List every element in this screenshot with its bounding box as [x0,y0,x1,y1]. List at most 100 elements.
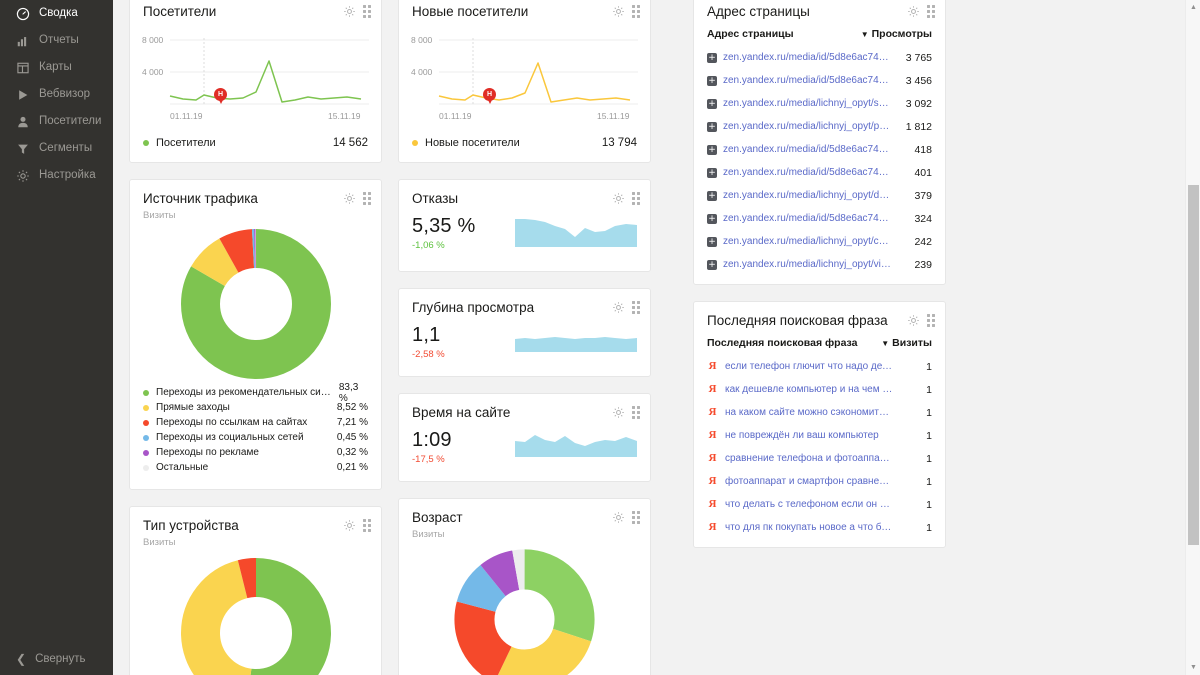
page-scrollbar[interactable]: ▲ ▼ [1185,0,1200,675]
drag-handle-icon[interactable] [927,314,935,327]
page-url[interactable]: zen.yandex.ru/media/lichnyj_opyt/sht… [723,98,891,109]
expand-icon[interactable]: + [707,52,717,63]
expand-icon[interactable]: + [707,213,717,224]
sidebar-item-posetiteli[interactable]: Посетители [0,108,113,135]
search-phrase[interactable]: фотоаппарат и смартфон сравнение [725,476,893,487]
legend-item: Переходы по ссылкам на сайтах 7,21 % [143,415,368,430]
expand-icon[interactable]: + [707,167,717,178]
drag-handle-icon[interactable] [632,406,640,419]
metric-values: 5,35 % -1,06 % [412,213,475,251]
search-phrase[interactable]: что делать с телефоном если он глю… [725,499,893,510]
widget-controls [907,4,935,18]
visitors-total: 14 562 [332,137,368,149]
chart-marker-badge[interactable]: Н [214,88,227,101]
scroll-down-icon[interactable]: ▼ [1190,664,1197,671]
drag-handle-icon[interactable] [632,5,640,18]
gear-icon[interactable] [907,5,920,18]
page-url[interactable]: zen.yandex.ru/media/lichnyj_opyt/drif… [723,190,891,201]
search-phrase[interactable]: сравнение телефона и фотоаппарат… [725,453,893,464]
sidebar-collapse-button[interactable]: ❮ Свернуть [0,653,113,665]
gear-icon[interactable] [612,5,625,18]
widget-header: Время на сайте [399,394,650,421]
widget-header: Новые посетители [399,0,650,20]
expand-icon[interactable]: + [707,98,717,109]
time-metric: 1:09 -17,5 % [399,421,650,481]
yandex-icon: Я [708,452,717,464]
legend-label: Переходы из рекомендательных систем [156,387,331,398]
drag-handle-icon[interactable] [363,192,371,205]
gear-icon[interactable] [907,314,920,327]
page-url[interactable]: zen.yandex.ru/media/id/5d8e6ac7433… [723,52,891,63]
page-url[interactable]: zen.yandex.ru/media/lichnyj_opyt/pro… [723,121,891,132]
yandex-icon: Я [708,406,717,418]
drag-handle-icon[interactable] [927,5,935,18]
expand-icon[interactable]: + [707,259,717,270]
table-header: Адрес страницы ▼ Просмотры [707,20,932,46]
expand-icon[interactable]: + [707,190,717,201]
sidebar-collapse-label: Свернуть [35,653,86,665]
drag-handle-icon[interactable] [632,511,640,524]
gear-icon[interactable] [612,406,625,419]
page-url[interactable]: zen.yandex.ru/media/id/5d8e6ac7433… [723,75,891,86]
yandex-icon: Я [708,360,717,372]
page-url[interactable]: zen.yandex.ru/media/id/5d8e6ac7433… [723,144,891,155]
sidebar-item-label: Отчеты [39,33,79,46]
gear-icon[interactable] [343,192,356,205]
column-header-name: Адрес страницы [707,28,794,40]
sidebar-item-svodka[interactable]: Сводка [0,0,113,27]
expand-icon[interactable]: + [707,236,717,247]
scrollbar-thumb[interactable] [1188,185,1199,545]
yandex-icon: Я [708,498,717,510]
legend-color-dot [412,140,418,146]
expand-icon[interactable]: + [707,144,717,155]
sidebar-item-label: Настройка [39,168,96,181]
sidebar-item-otchety[interactable]: Отчеты [0,27,113,54]
scroll-up-icon[interactable]: ▲ [1190,4,1197,11]
gear-icon[interactable] [612,301,625,314]
gear-icon[interactable] [612,192,625,205]
page-url[interactable]: zen.yandex.ru/media/lichnyj_opyt/vid… [723,259,891,270]
widget-controls [612,405,640,419]
drag-handle-icon[interactable] [632,192,640,205]
expand-icon[interactable]: + [707,121,717,132]
legend-color-dot [143,464,149,471]
search-phrase[interactable]: как дешевле компьютер и на чем сэк… [725,384,893,395]
widget-time-on-site: Время на сайте 1:09 -17,5 % [398,393,651,482]
expand-icon[interactable]: + [707,75,717,86]
table-row: + zen.yandex.ru/media/lichnyj_opyt/cp-… 24… [707,230,932,253]
gear-icon[interactable] [612,511,625,524]
gear-icon[interactable] [343,5,356,18]
widget-controls [612,300,640,314]
page-views: 418 [914,143,932,156]
drag-handle-icon[interactable] [363,5,371,18]
table-row: + zen.yandex.ru/media/lichnyj_opyt/vid… 23… [707,253,932,276]
page-url[interactable]: zen.yandex.ru/media/lichnyj_opyt/cp-… [723,236,891,247]
svg-text:4 000: 4 000 [411,67,433,77]
widget-controls [343,518,371,532]
search-phrase[interactable]: что для пк покупать новое а что бу чт… [725,522,893,533]
widget-visitors: Посетители [129,0,382,163]
metric-delta: -1,06 % [412,240,445,251]
sidebar-item-segmenty[interactable]: Сегменты [0,135,113,162]
column-header-metric[interactable]: ▼ Просмотры [860,28,932,40]
sidebar-item-karty[interactable]: Карты [0,54,113,81]
sidebar-item-vebvizor[interactable]: Вебвизор [0,81,113,108]
map-icon [16,61,30,75]
gear-icon[interactable] [343,519,356,532]
page-url[interactable]: zen.yandex.ru/media/id/5d8e6ac7433… [723,167,891,178]
search-phrase[interactable]: на каком сайте можно сэкономить н… [725,407,893,418]
column-header-metric[interactable]: ▼ Визиты [881,337,932,349]
widget-header: Источник трафика [130,180,381,207]
page-url[interactable]: zen.yandex.ru/media/id/5d8e6ac7433… [723,213,891,224]
chart-marker-badge[interactable]: Н [483,88,496,101]
widget-header: Тип устройства [130,507,381,534]
drag-handle-icon[interactable] [363,519,371,532]
search-phrase[interactable]: если телефон глючит что надо делать [725,361,893,372]
drag-handle-icon[interactable] [632,301,640,314]
legend-label: Новые посетители [425,137,520,149]
search-phrase[interactable]: не повреждён ли ваш компьютер [725,430,879,441]
sidebar-item-label: Сводка [39,6,78,19]
sidebar-item-nastroika[interactable]: Настройка [0,162,113,189]
bar-chart-icon [16,34,30,48]
widget-header: Возраст [399,499,650,526]
